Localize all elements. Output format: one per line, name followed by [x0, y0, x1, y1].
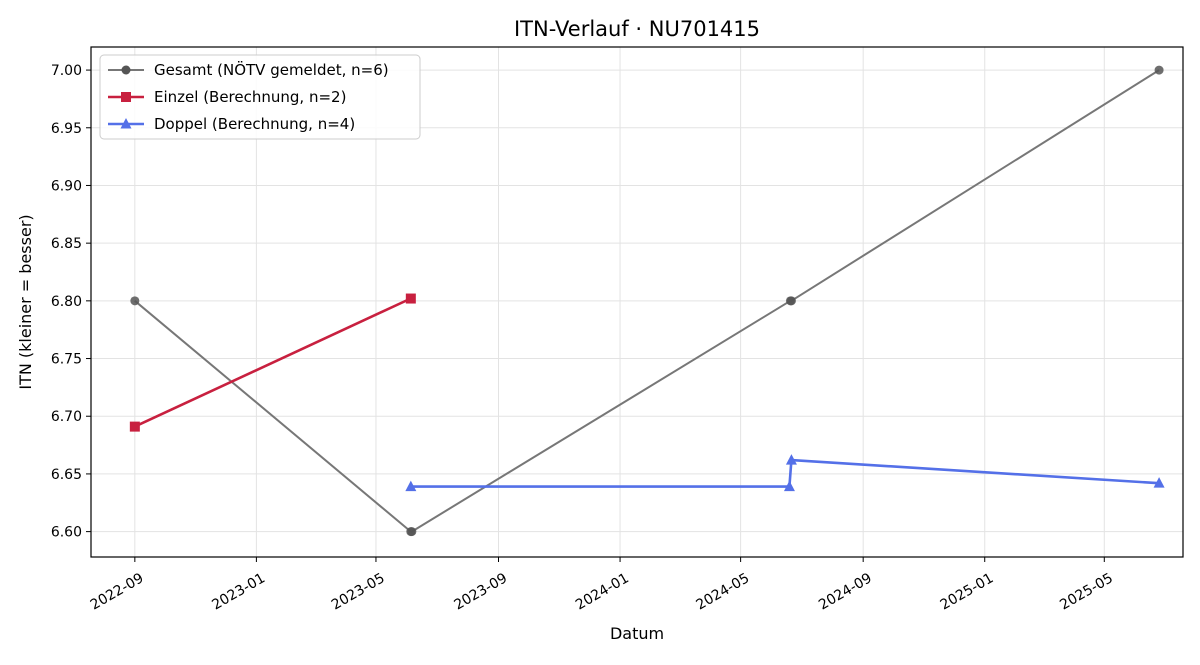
series-2-point — [783, 480, 795, 492]
series-0 — [130, 65, 1164, 537]
y-tick-label: 6.95 — [51, 121, 82, 137]
x-axis-label: Datum — [610, 624, 664, 643]
y-tick-label: 6.85 — [51, 236, 82, 252]
series-2-point — [1153, 477, 1165, 488]
series-2-point — [785, 454, 797, 465]
y-tick-label: 6.90 — [51, 178, 82, 194]
y-tick-label: 7.00 — [51, 63, 82, 79]
y-tick-label: 6.75 — [51, 352, 82, 368]
y-tick-label: 6.65 — [51, 467, 82, 483]
series-1-line — [134, 297, 412, 428]
series-1 — [129, 293, 416, 432]
y-axis-label: ITN (kleiner = besser) — [16, 214, 35, 389]
legend-box — [99, 54, 421, 140]
legend-swatch-marker-1 — [121, 92, 131, 102]
series-0-point — [130, 296, 140, 306]
legend: Gesamt (NÖTV gemeldet, n=6) Einzel (Berec… — [99, 54, 421, 140]
legend-entry-2: Doppel (Berechnung, n=4) — [154, 115, 355, 133]
series-1-point — [405, 293, 416, 304]
series-1-point — [129, 421, 140, 432]
series-0-line — [134, 69, 1160, 533]
series-2-point — [405, 480, 417, 492]
plot-frame — [90, 46, 1184, 558]
series-2 — [405, 454, 1165, 492]
series-0-point — [1154, 65, 1164, 75]
legend-entry-1: Einzel (Berechnung, n=2) — [154, 88, 346, 106]
legend-entry-0: Gesamt (NÖTV gemeldet, n=6) — [154, 60, 389, 79]
series-0-point — [407, 527, 417, 537]
y-tick-label: 6.80 — [51, 294, 82, 310]
y-tick-label: 6.70 — [51, 409, 82, 425]
series-layer — [129, 65, 1165, 537]
series-0-point — [786, 296, 796, 306]
chart-title: ITN-Verlauf · NU701415 — [514, 17, 760, 41]
legend-swatch-marker-0 — [121, 65, 131, 75]
y-tick-label: 6.60 — [51, 525, 82, 541]
legend-swatch-marker-2 — [120, 118, 132, 129]
series-2-line — [410, 458, 1160, 488]
